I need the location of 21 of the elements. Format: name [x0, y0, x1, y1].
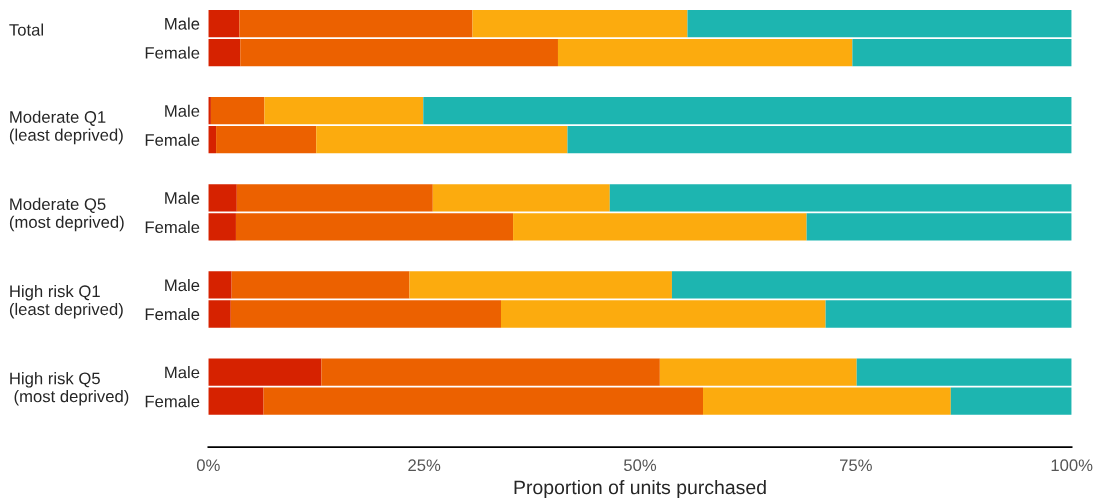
- text: Moderate Q5 (most deprived): [9, 197, 124, 232]
- y-tick-label: Male: [165, 104, 200, 117]
- x-axis-title: Proportion of units purchased: [514, 479, 766, 499]
- text: High risk Q1 (least deprived): [9, 284, 123, 319]
- y-tick-label: Female: [145, 220, 200, 234]
- x-tick-label: 0%: [196, 459, 220, 472]
- text: High risk Q5 (most deprived): [10, 372, 129, 406]
- x-tick-label: 50%: [623, 459, 657, 472]
- y-tick-label: Male: [165, 191, 200, 204]
- y-tick-label: Female: [145, 395, 200, 408]
- y-tick-label: Female: [145, 307, 200, 321]
- text: Moderate Q1 (least deprived): [9, 110, 123, 145]
- y-tick-label: Female: [145, 46, 200, 59]
- text: Total: [9, 23, 43, 36]
- y-tick-label: Female: [145, 133, 200, 146]
- y-tick-label: Male: [165, 17, 200, 30]
- x-tick-label: 25%: [408, 459, 441, 472]
- y-tick-label: Male: [165, 366, 200, 379]
- y-tick-label: Male: [165, 278, 200, 292]
- x-tick-label: 75%: [840, 459, 872, 472]
- x-tick-label: 100%: [1051, 459, 1093, 472]
